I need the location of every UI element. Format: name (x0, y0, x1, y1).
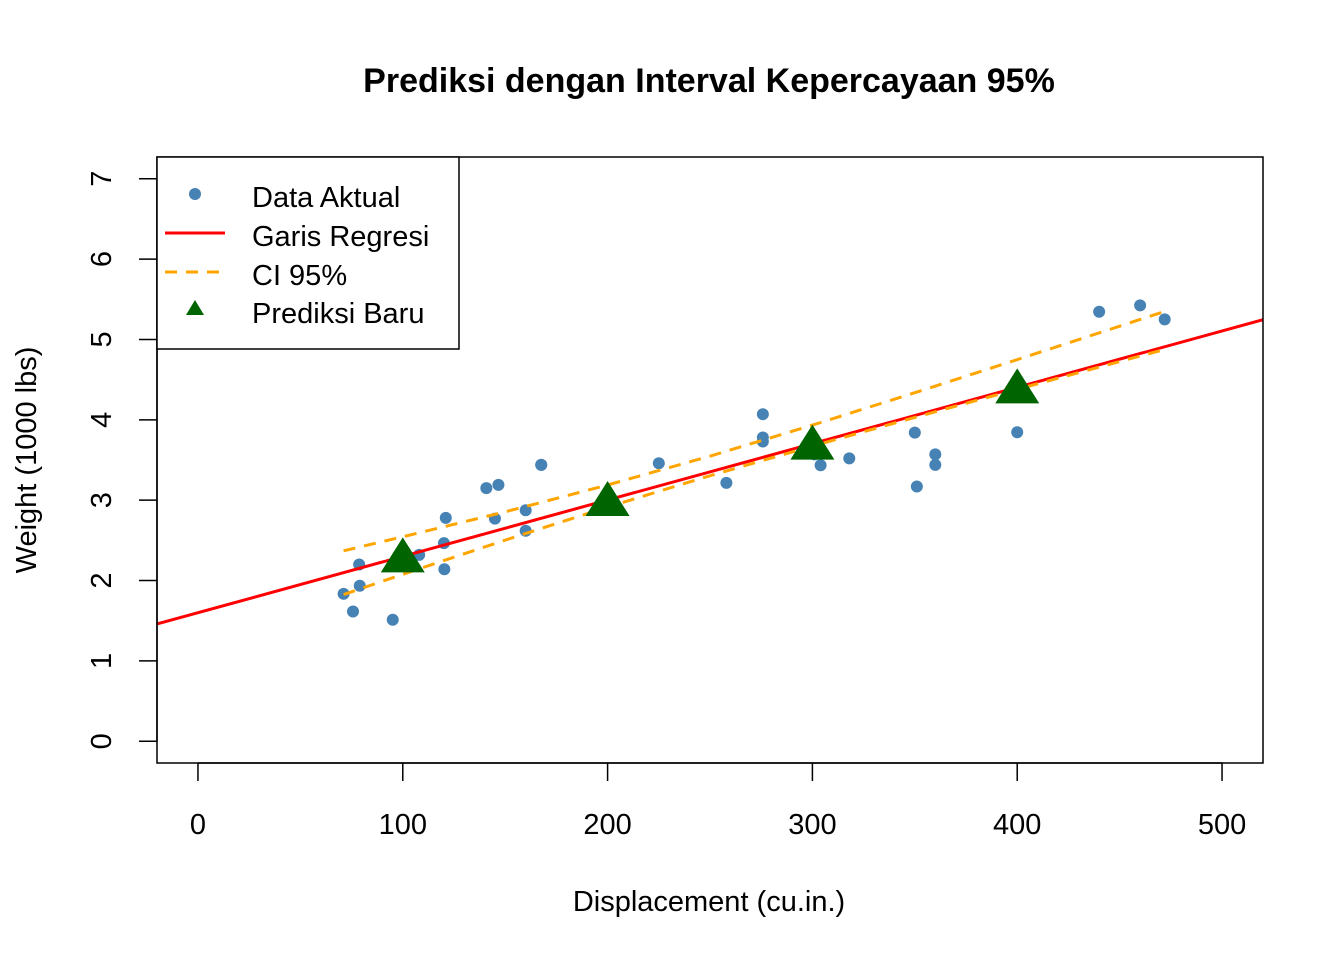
data-point (535, 458, 548, 471)
x-axis-label: Displacement (cu.in.) (573, 886, 845, 918)
data-point (492, 478, 505, 491)
y-tick-label: 6 (86, 251, 118, 267)
data-point (910, 480, 923, 493)
data-point (1134, 299, 1147, 312)
legend-label: Prediksi Baru (252, 298, 424, 330)
legend-label: Data Aktual (252, 182, 400, 214)
data-point (347, 605, 360, 618)
x-tick-label: 500 (1198, 809, 1246, 841)
legend-triangle-icon (186, 300, 204, 315)
y-tick-label: 1 (86, 653, 118, 669)
data-point (843, 452, 856, 465)
legend-point-icon (189, 188, 201, 200)
legend-box (156, 156, 460, 350)
x-tick-label: 300 (788, 809, 836, 841)
prediction-point (585, 481, 630, 517)
y-axis-label: Weight (1000 lbs) (11, 347, 43, 574)
data-point (652, 457, 665, 470)
data-point (438, 563, 451, 576)
data-point (480, 482, 493, 495)
data-point (814, 459, 827, 472)
data-point (1093, 305, 1106, 318)
chart-title: Prediksi dengan Interval Kepercayaan 95% (363, 62, 1055, 100)
data-point (386, 613, 399, 626)
data-point (439, 511, 452, 524)
data-point (756, 408, 769, 421)
y-tick-label: 2 (86, 572, 118, 588)
x-tick-label: 100 (379, 809, 427, 841)
legend: Data Aktual Garis Regresi CI 95% Prediks… (156, 156, 460, 350)
data-point (929, 448, 942, 461)
data-point (1011, 426, 1024, 439)
prediction-point (790, 424, 835, 460)
y-tick-label: 4 (86, 412, 118, 428)
x-tick-label: 400 (993, 809, 1041, 841)
data-point (929, 458, 942, 471)
legend-label: Garis Regresi (252, 221, 429, 253)
y-tick-label: 3 (86, 492, 118, 508)
data-point (908, 426, 921, 439)
data-point (720, 476, 733, 489)
legend-label: CI 95% (252, 260, 347, 292)
regression-line (157, 318, 1263, 626)
x-tick-label: 200 (583, 809, 631, 841)
x-tick-label: 0 (190, 809, 206, 841)
prediction-point (995, 368, 1040, 404)
y-tick-label: 5 (86, 331, 118, 347)
y-tick-label: 0 (86, 733, 118, 749)
ci-upper-line (343, 309, 1166, 553)
ci-lower-line (343, 347, 1166, 596)
data-point (353, 579, 366, 592)
prediction-point (380, 537, 425, 573)
data-point (1158, 313, 1171, 326)
y-tick-label: 7 (86, 171, 118, 187)
